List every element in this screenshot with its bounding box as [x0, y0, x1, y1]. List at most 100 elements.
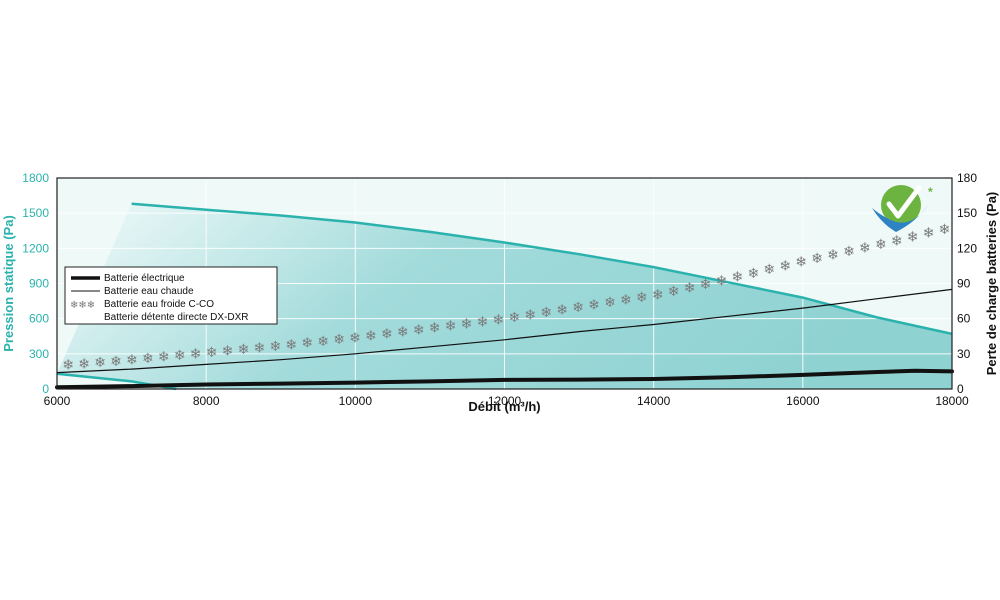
snowflake-marker: ❄ — [238, 342, 250, 358]
snowflake-marker: ❄ — [604, 295, 616, 311]
snowflake-marker: ❄ — [572, 300, 584, 316]
snowflake-marker: ❄ — [445, 318, 457, 334]
x-axis-title: Débit (m³/h) — [468, 399, 540, 414]
snowflake-marker: ❄ — [142, 351, 154, 367]
series-batterie-eau-froide: ❄ ❄ ❄ ❄ ❄ ❄ ❄ ❄ ❄ ❄ ❄ ❄ ❄ ❄ ❄ ❄ ❄ ❄ ❄ ❄ ❄ ❄ ❄ ❄ ❄ ❄ ❄ ❄ ❄ ❄ ❄ ❄ ❄ ❄ ❄ ❄ ❄ ❄ ❄ ❄… — [62, 222, 950, 374]
y-left-tick-label: 1200 — [22, 241, 49, 255]
snowflake-marker: ❄ — [891, 233, 903, 249]
snowflake-marker: ❄ — [174, 348, 186, 364]
snowflake-marker: ❄ — [652, 287, 664, 303]
legend-label: Batterie eau froide C-CO — [104, 299, 214, 310]
y-left-axis-title: Pression statique (Pa) — [1, 215, 16, 352]
snowflake-marker: ❄ — [779, 258, 791, 274]
snowflake-marker: ❄ — [285, 337, 297, 353]
snowflake-marker: ❄ — [668, 284, 680, 300]
snowflake-marker: ❄ — [540, 305, 552, 321]
y-left-tick-label: 300 — [29, 347, 49, 361]
snowflake-marker: ❄ — [811, 251, 823, 267]
snowflake-marker: ❄ — [524, 308, 536, 324]
x-tick-label: 18000 — [935, 394, 969, 408]
legend-box — [64, 266, 278, 325]
y-right-tick-label: 150 — [957, 206, 977, 220]
check-logo-icon: * — [872, 185, 933, 232]
snowflake-marker: ❄ — [62, 358, 74, 374]
legend-swatch-snowflake: ❄❄❄ — [70, 300, 95, 311]
legend-label: Batterie électrique — [104, 273, 185, 284]
logo-swoosh — [872, 205, 928, 232]
snowflake-marker: ❄ — [110, 354, 122, 370]
y-right-tick-label: 0 — [957, 382, 964, 396]
y-left-tick-label: 0 — [42, 382, 49, 396]
snowflake-marker: ❄ — [795, 255, 807, 271]
snowflake-marker: ❄ — [477, 314, 489, 330]
x-tick-label: 16000 — [786, 394, 820, 408]
snowflake-marker: ❄ — [907, 230, 919, 246]
legend: Batterie électrique Batterie eau chaude ❄❄… — [64, 266, 278, 325]
snowflake-marker: ❄ — [158, 350, 170, 366]
y-right-tick-label: 30 — [957, 347, 971, 361]
snowflake-marker: ❄ — [381, 326, 393, 342]
series-batterie-electrique — [55, 368, 954, 390]
x-tick-label: 8000 — [193, 394, 220, 408]
snowflake-marker: ❄ — [206, 345, 218, 361]
snowflake-marker: ❄ — [269, 339, 281, 355]
y-right-tick-label: 180 — [957, 171, 977, 185]
series-pressure-upper — [131, 202, 953, 336]
snowflake-marker: ❄ — [939, 222, 951, 238]
snowflake-marker: ❄ — [301, 336, 313, 352]
snowflake-marker: ❄ — [413, 322, 425, 338]
snowflake-marker: ❄ — [636, 290, 648, 306]
y-left-tick-label: 600 — [29, 312, 49, 326]
snowflake-marker: ❄ — [222, 344, 234, 360]
y-left-tick-label: 1800 — [22, 171, 49, 185]
snowflake-marker: ❄ — [429, 320, 441, 336]
y-right-tick-label: 60 — [957, 312, 971, 326]
snowflake-marker: ❄ — [493, 312, 505, 328]
series-batterie-eau-chaude — [56, 288, 953, 374]
snowflake-marker: ❄ — [461, 316, 473, 332]
x-tick-label: 10000 — [339, 394, 373, 408]
y-right-axis-title: Perte de charge batteries (Pa) — [984, 192, 999, 376]
snowflake-marker: ❄ — [763, 262, 775, 278]
snowflake-marker: ❄ — [365, 328, 377, 344]
y-right-tick-label: 120 — [957, 241, 977, 255]
snowflake-marker: ❄ — [700, 277, 712, 293]
snowflake-marker: ❄ — [556, 303, 568, 319]
snowflake-marker: ❄ — [923, 226, 935, 242]
snowflake-marker: ❄ — [190, 347, 202, 363]
y-left-tick-label: 900 — [29, 277, 49, 291]
snowflake-marker: ❄ — [254, 341, 266, 357]
snowflake-marker: ❄ — [94, 355, 106, 371]
x-tick-label: 14000 — [637, 394, 671, 408]
logo-asterisk: * — [928, 185, 933, 199]
legend-label: Batterie détente directe DX-DXR — [104, 312, 249, 323]
snowflake-marker: ❄ — [397, 324, 409, 340]
snowflake-marker: ❄ — [78, 356, 90, 372]
snowflake-marker: ❄ — [349, 330, 361, 346]
logo-check — [886, 185, 922, 219]
snowflake-marker: ❄ — [684, 280, 696, 296]
snowflake-marker: ❄ — [732, 270, 744, 286]
snowflake-marker: ❄ — [126, 353, 138, 369]
snowflake-marker: ❄ — [859, 241, 871, 257]
snowflake-marker: ❄ — [588, 298, 600, 314]
snowflake-marker: ❄ — [716, 273, 728, 289]
snowflake-marker: ❄ — [747, 266, 759, 282]
x-tick-label: 12000 — [488, 394, 522, 408]
y-left-tick-label: 1500 — [22, 206, 49, 220]
legend-label: Batterie eau chaude — [104, 286, 194, 297]
snowflake-marker: ❄ — [875, 237, 887, 253]
snowflake-marker: ❄ — [317, 334, 329, 350]
snowflake-marker: ❄ — [333, 332, 345, 348]
x-tick-label: 6000 — [44, 394, 71, 408]
series-layer: ❄ ❄ ❄ ❄ ❄ ❄ ❄ ❄ ❄ ❄ ❄ ❄ ❄ ❄ ❄ ❄ ❄ ❄ ❄ ❄ ❄ ❄ ❄ ❄ ❄ ❄ ❄ ❄ ❄ ❄ ❄ ❄ ❄ ❄ ❄ ❄ ❄ ❄ ❄ ❄… — [55, 202, 954, 391]
y-right-tick-label: 90 — [957, 277, 971, 291]
gridlines — [57, 178, 952, 389]
snowflake-marker: ❄ — [843, 244, 855, 260]
snowflake-marker: ❄ — [827, 248, 839, 264]
snowflake-marker: ❄ — [620, 293, 632, 309]
tick-labels: 6000 8000 10000 12000 14000 16000 180000300600… — [22, 171, 977, 408]
plot-border — [56, 177, 953, 390]
snowflake-marker: ❄ — [508, 310, 520, 326]
